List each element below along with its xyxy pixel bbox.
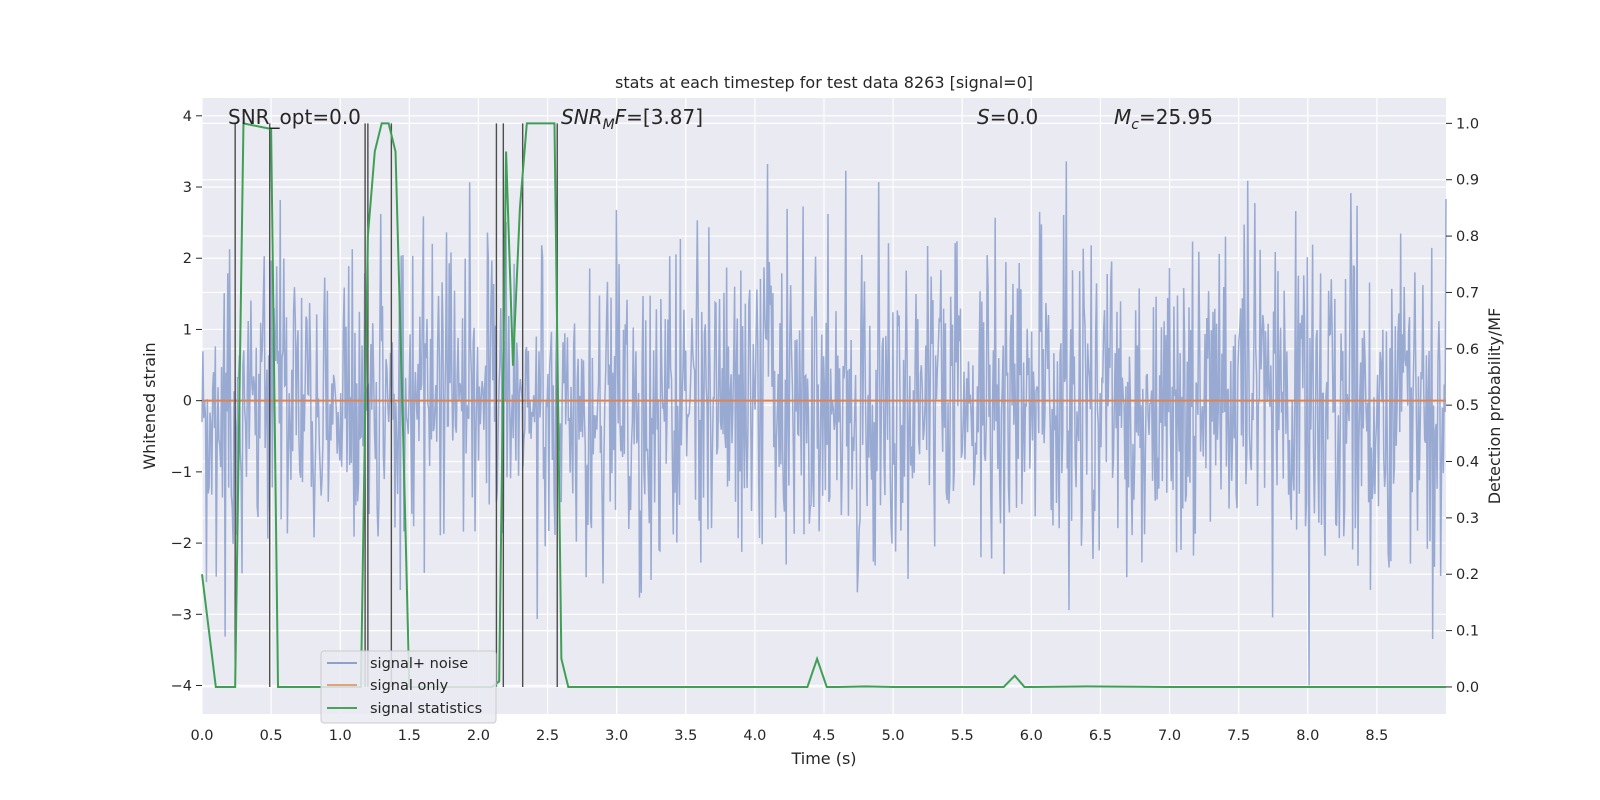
signal-noise-series (201, 161, 1447, 686)
y-tick-right-label-10: 1.0 (1456, 116, 1479, 132)
x-tick-label-8: 4.0 (743, 728, 766, 744)
legend-label-signal-noise: signal+ noise (370, 656, 468, 672)
annotation-s-symbol: S (977, 105, 990, 129)
y-axis-right-ticks: 0.0 0.1 0.2 0.3 0.4 0.5 0.6 0.7 0.8 0.9 1.0 (1446, 116, 1479, 696)
x-tick-label-4: 2.0 (467, 728, 490, 744)
x-tick-label-2: 1.0 (329, 728, 352, 744)
x-axis-ticks: 0.0 0.5 1.0 1.5 2.0 2.5 3.0 3.5 4.0 4.5 5.0 5.5 6.0 6… (190, 728, 1388, 744)
annotation-snr-opt-value: 0.0 (329, 105, 361, 129)
x-tick-label-3: 1.5 (398, 728, 421, 744)
y-tick-left-label-4: 0 (183, 394, 192, 410)
signal-statistics-line (201, 122, 1446, 688)
y-tick-left-label-8: 4 (183, 109, 192, 125)
annotation-mc-tail: = (1139, 105, 1156, 129)
x-tick-label-15: 7.5 (1227, 728, 1250, 744)
y-axis-left-label: Whitened strain (140, 342, 159, 469)
legend-label-signal-statistics: signal statistics (370, 701, 482, 717)
legend: signal+ noise signal only signal statist… (320, 650, 497, 724)
y-tick-left-label-7: 3 (183, 180, 192, 196)
y-tick-left-label-3: −1 (171, 465, 192, 481)
y-tick-left-label-0: −4 (171, 679, 192, 695)
y-tick-right-label-4: 0.4 (1456, 455, 1479, 471)
x-tick-label-17: 8.5 (1365, 728, 1388, 744)
annotation-s-tail: = (990, 105, 1007, 129)
y-tick-right-label-5: 0.5 (1456, 398, 1479, 414)
x-tick-label-0: 0.0 (190, 728, 213, 744)
y-tick-left-label-2: −2 (171, 536, 192, 552)
annotation-snr-mf-tail: F= (615, 105, 643, 129)
x-tick-label-10: 5.0 (882, 728, 905, 744)
annotation-s-value: 0.0 (1006, 105, 1038, 129)
y-tick-right-label-9: 0.9 (1456, 173, 1479, 189)
x-tick-label-16: 8.0 (1296, 728, 1319, 744)
legend-box (320, 650, 497, 724)
y-tick-left-label-5: 1 (183, 322, 192, 338)
y-tick-right-label-6: 0.6 (1456, 342, 1479, 358)
x-tick-label-13: 6.5 (1089, 728, 1112, 744)
annotation-mc-value: 25.95 (1156, 105, 1213, 129)
x-tick-label-14: 7.0 (1158, 728, 1181, 744)
y-tick-right-label-3: 0.3 (1456, 511, 1479, 527)
x-tick-label-5: 2.5 (536, 728, 559, 744)
y-axis-left-ticks: −4 −3 −2 −1 0 1 2 3 4 (171, 109, 202, 695)
annotation-snr-mf: SNRMF=[3.87] (561, 105, 703, 133)
y-tick-right-label-1: 0.1 (1456, 624, 1479, 640)
signal-statistics-series (201, 122, 1446, 688)
y-axis-right-label: Detection probability/MF (1485, 308, 1504, 505)
annotation-snr-opt-prefix: SNR_opt= (228, 105, 329, 129)
annotation-snr-opt: SNR_opt=0.0 (228, 105, 361, 129)
y-tick-right-label-2: 0.2 (1456, 567, 1479, 583)
y-tick-right-label-7: 0.7 (1456, 285, 1479, 301)
annotation-mc-symbol: M (1114, 105, 1131, 129)
y-tick-left-label-6: 2 (183, 251, 192, 267)
x-tick-label-7: 3.5 (674, 728, 697, 744)
annotation-mc: Mc=25.95 (1114, 105, 1213, 133)
x-tick-label-1: 0.5 (260, 728, 283, 744)
y-tick-right-label-8: 0.8 (1456, 229, 1479, 245)
x-tick-label-11: 5.5 (951, 728, 974, 744)
annotation-mc-subscript: c (1131, 117, 1139, 133)
annotation-snr-mf-subscript: M (603, 117, 615, 133)
annotation-s: S=0.0 (977, 105, 1038, 129)
y-tick-left-label-1: −3 (171, 607, 192, 623)
x-tick-label-6: 3.0 (605, 728, 628, 744)
legend-label-signal-only: signal only (370, 678, 449, 694)
x-tick-label-9: 4.5 (812, 728, 835, 744)
y-tick-right-label-0: 0.0 (1456, 680, 1479, 696)
annotation-snr-mf-symbol: SNR (561, 105, 603, 129)
x-axis-label: Time (s) (790, 749, 856, 768)
signal-noise-line (201, 161, 1447, 686)
annotation-snr-mf-value: [3.87] (643, 105, 703, 129)
chart-title: stats at each timestep for test data 826… (615, 73, 1033, 92)
x-tick-label-12: 6.0 (1020, 728, 1043, 744)
